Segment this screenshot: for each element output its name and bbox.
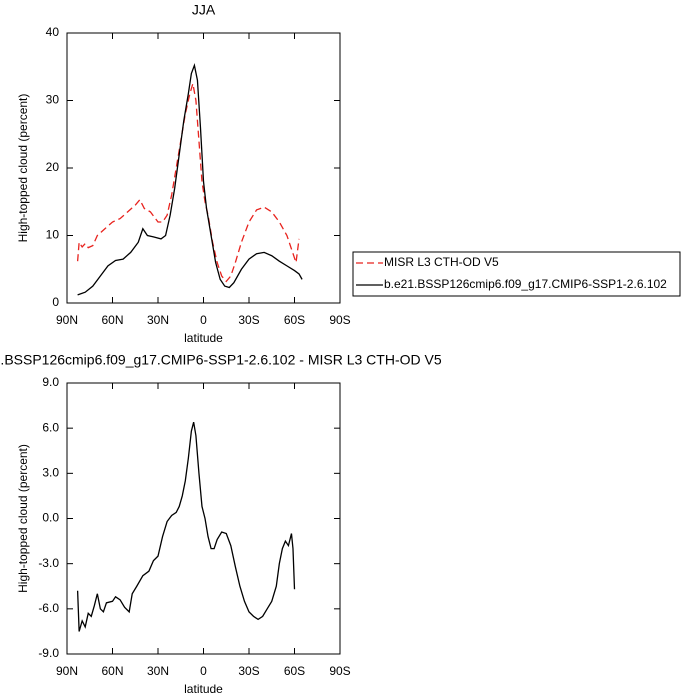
x-tick-label: 0 [200, 664, 207, 678]
x-axis-label: latitude [184, 682, 223, 696]
x-tick-label: 60S [284, 664, 305, 678]
x-tick-label: 60S [284, 313, 305, 327]
legend-frame [352, 251, 681, 297]
y-tick-label: 0.0 [42, 511, 59, 525]
x-tick-label: 60N [101, 313, 123, 327]
y-tick-label: 20 [46, 160, 60, 174]
y-tick-label: 40 [46, 25, 60, 39]
x-tick-label: 0 [200, 313, 207, 327]
y-tick-label: -9.0 [38, 646, 59, 660]
chart-title: JJA [192, 2, 216, 18]
plot-frame [66, 382, 341, 655]
y-tick-label: 10 [46, 228, 60, 242]
x-tick-label: 90N [56, 313, 78, 327]
legend-label: MISR L3 CTH-OD V5 [384, 255, 499, 269]
x-tick-label: 30S [238, 664, 259, 678]
x-tick-label: 90N [56, 664, 78, 678]
y-tick-label: 0 [52, 295, 59, 309]
y-tick-label: 9.0 [42, 375, 59, 389]
x-tick-label: 90S [329, 313, 350, 327]
x-tick-label: 60N [101, 664, 123, 678]
y-axis-label: High-topped cloud (percent) [16, 94, 30, 243]
data-line [76, 421, 296, 632]
x-tick-label: 90S [329, 664, 350, 678]
x-axis-label: latitude [184, 331, 223, 345]
y-tick-label: -3.0 [38, 556, 59, 570]
x-tick-label: 30N [147, 313, 169, 327]
y-tick-label: 3.0 [42, 466, 59, 480]
plot-frame [66, 32, 341, 304]
legend-label: b.e21.BSSP126cmip6.f09_g17.CMIP6-SSP1-2.… [384, 277, 667, 291]
data-line [76, 83, 300, 283]
x-tick-label: 30S [238, 313, 259, 327]
chart-title: b.e21.BSSP126cmip6.f09_g17.CMIP6-SSP1-2.… [0, 352, 442, 368]
y-axis-label: High-topped cloud (percent) [16, 444, 30, 593]
y-tick-label: 30 [46, 93, 60, 107]
x-tick-label: 30N [147, 664, 169, 678]
y-tick-label: 6.0 [42, 420, 59, 434]
y-tick-label: -6.0 [38, 601, 59, 615]
data-line [77, 63, 303, 296]
